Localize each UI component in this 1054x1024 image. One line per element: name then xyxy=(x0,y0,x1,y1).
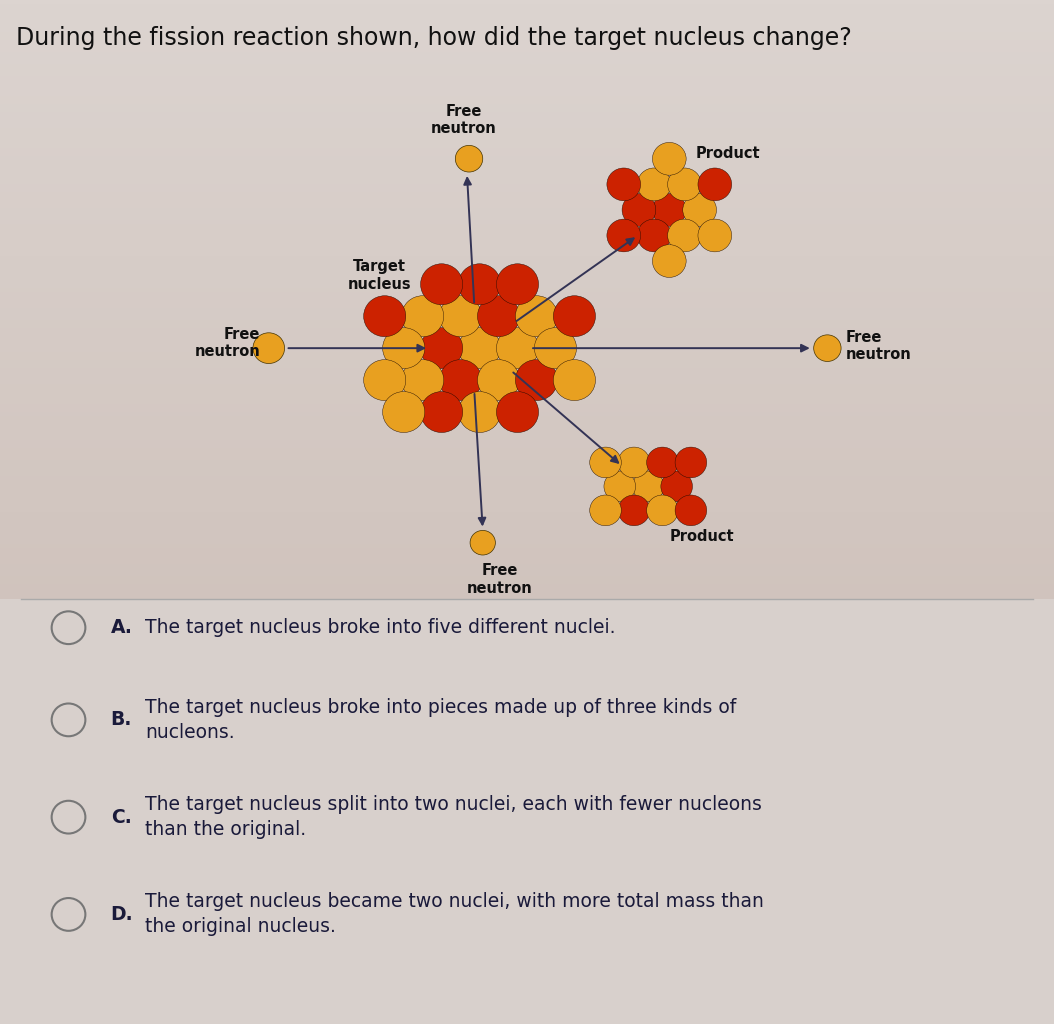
Circle shape xyxy=(421,328,463,369)
Circle shape xyxy=(667,168,701,201)
Circle shape xyxy=(675,495,706,525)
Text: Product: Product xyxy=(696,145,760,161)
Circle shape xyxy=(455,145,483,172)
Circle shape xyxy=(607,219,641,252)
Circle shape xyxy=(553,296,596,337)
Circle shape xyxy=(675,447,706,478)
Circle shape xyxy=(622,194,656,226)
Circle shape xyxy=(652,245,686,278)
Circle shape xyxy=(496,391,539,432)
Circle shape xyxy=(652,194,686,226)
Circle shape xyxy=(647,495,679,525)
Circle shape xyxy=(496,264,539,305)
Text: C.: C. xyxy=(111,808,132,826)
Circle shape xyxy=(477,296,520,337)
Text: Free
neutron: Free neutron xyxy=(467,563,532,596)
Circle shape xyxy=(698,168,731,201)
Text: Free
neutron: Free neutron xyxy=(431,103,496,136)
Circle shape xyxy=(638,168,671,201)
Circle shape xyxy=(647,447,679,478)
Text: Product: Product xyxy=(669,529,734,545)
Circle shape xyxy=(364,359,406,400)
Text: The target nucleus broke into pieces made up of three kinds of
nucleons.: The target nucleus broke into pieces mad… xyxy=(145,698,737,741)
Circle shape xyxy=(534,328,577,369)
Circle shape xyxy=(421,264,463,305)
Text: Target
nucleus: Target nucleus xyxy=(348,259,411,292)
Text: The target nucleus split into two nuclei, each with fewer nucleons
than the orig: The target nucleus split into two nuclei… xyxy=(145,796,762,839)
Circle shape xyxy=(440,296,482,337)
Circle shape xyxy=(402,359,444,400)
Circle shape xyxy=(638,219,671,252)
Circle shape xyxy=(515,296,558,337)
Circle shape xyxy=(667,219,701,252)
Circle shape xyxy=(458,391,501,432)
Circle shape xyxy=(618,447,649,478)
Circle shape xyxy=(661,471,692,502)
Text: During the fission reaction shown, how did the target nucleus change?: During the fission reaction shown, how d… xyxy=(16,26,852,49)
Circle shape xyxy=(814,335,841,361)
Circle shape xyxy=(698,219,731,252)
Circle shape xyxy=(402,296,444,337)
Text: D.: D. xyxy=(111,905,133,924)
Circle shape xyxy=(652,142,686,175)
Circle shape xyxy=(683,194,717,226)
Circle shape xyxy=(458,264,501,305)
Circle shape xyxy=(590,495,622,525)
Circle shape xyxy=(590,447,622,478)
Circle shape xyxy=(458,328,501,369)
Circle shape xyxy=(553,359,596,400)
Circle shape xyxy=(632,471,664,502)
Circle shape xyxy=(515,359,558,400)
Text: A.: A. xyxy=(111,618,133,637)
Text: The target nucleus broke into five different nuclei.: The target nucleus broke into five diffe… xyxy=(145,618,616,637)
Circle shape xyxy=(470,530,495,555)
Circle shape xyxy=(604,471,636,502)
Text: B.: B. xyxy=(111,711,132,729)
Text: The target nucleus became two nuclei, with more total mass than
the original nuc: The target nucleus became two nuclei, wi… xyxy=(145,893,764,936)
Text: Free
neutron: Free neutron xyxy=(845,330,911,362)
Circle shape xyxy=(618,495,649,525)
Circle shape xyxy=(383,328,425,369)
Circle shape xyxy=(477,359,520,400)
Circle shape xyxy=(364,296,406,337)
Text: Free
neutron: Free neutron xyxy=(195,327,260,359)
Circle shape xyxy=(607,168,641,201)
Circle shape xyxy=(253,333,285,364)
Circle shape xyxy=(496,328,539,369)
Circle shape xyxy=(421,391,463,432)
Circle shape xyxy=(383,391,425,432)
Bar xyxy=(0,599,1054,1024)
Circle shape xyxy=(440,359,482,400)
